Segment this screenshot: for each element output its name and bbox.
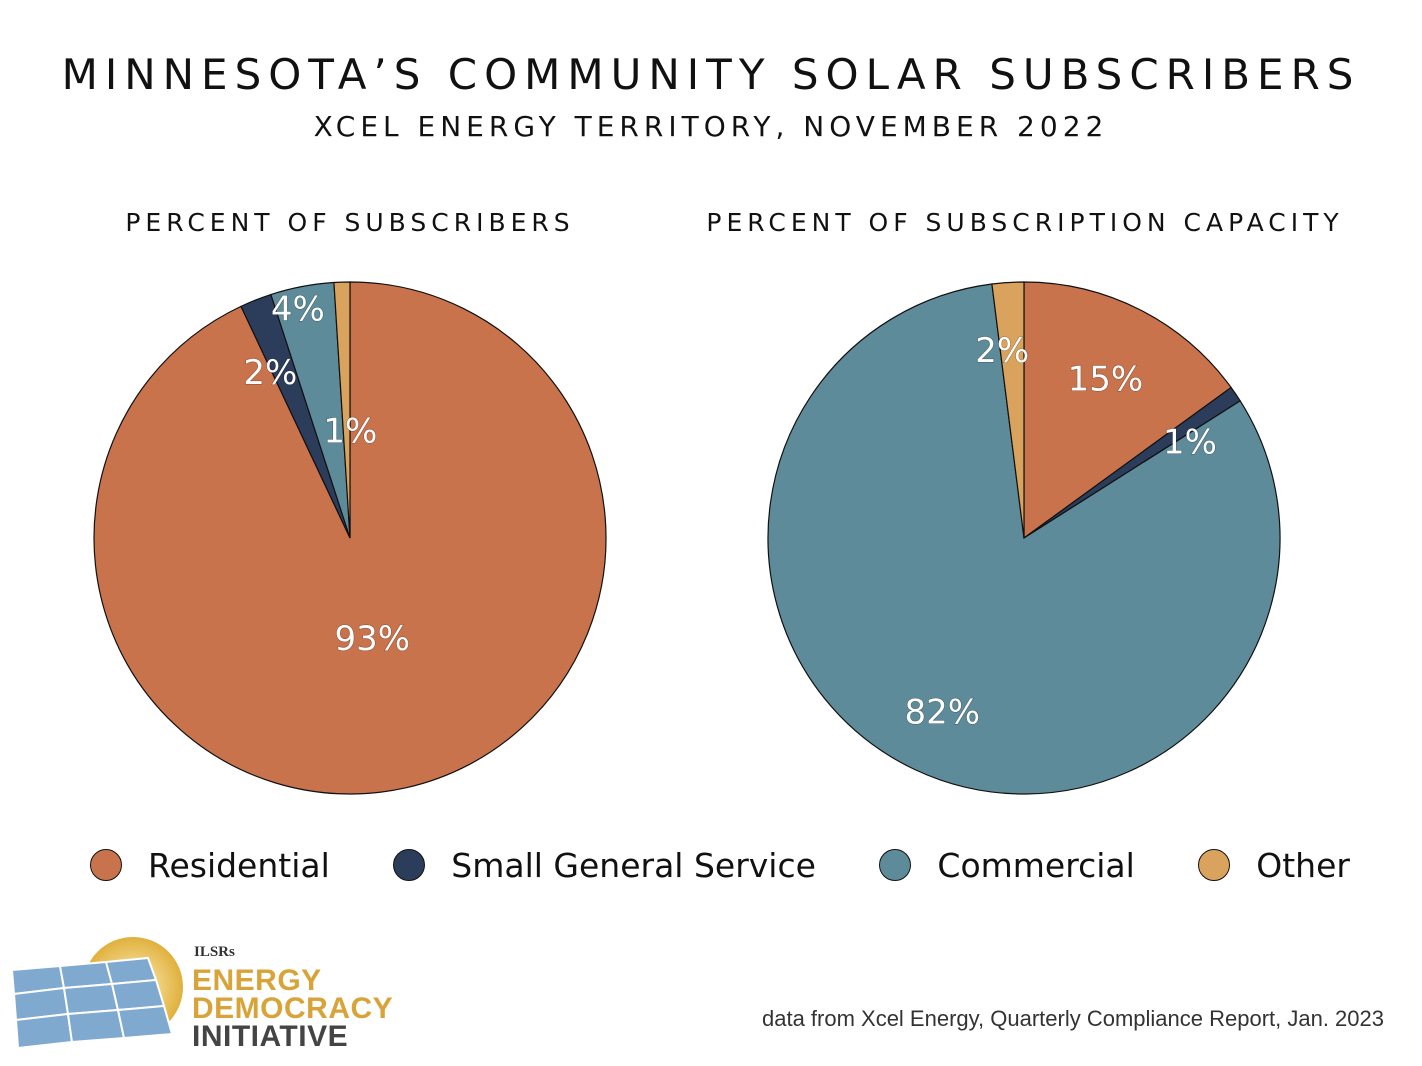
legend-item-small-general-service: Small General Service: [393, 846, 816, 885]
legend-swatch-small-general-service: [393, 849, 426, 881]
data-label-residential: 93%: [335, 619, 411, 659]
pie-slice-other: [333, 281, 351, 539]
data-label-small-general-service: 2%: [243, 353, 297, 393]
legend-swatch-commercial: [879, 849, 912, 881]
legend-label-small-general-service: Small General Service: [451, 845, 816, 885]
data-label-commercial: 4%: [271, 289, 325, 329]
chart-title: MINNESOTA’S COMMUNITY SOLAR SUBSCRIBERS: [61, 50, 1361, 99]
data-label-small-general-service: 1%: [1163, 422, 1217, 462]
legend-swatch-other: [1198, 849, 1231, 881]
legend-item-other: Other: [1198, 846, 1350, 885]
logo-ilsr-text: ILSRs: [194, 944, 235, 960]
right-pie-title: PERCENT OF SUBSCRIPTION CAPACITY: [706, 208, 1344, 237]
chart-subtitle: XCEL ENERGY TERRITORY, NOVEMBER 2022: [313, 110, 1109, 143]
logo-line-democracy: DEMOCRACY: [192, 992, 394, 1025]
legend-swatch-residential: [90, 849, 122, 881]
left-pie-title: PERCENT OF SUBSCRIBERS: [125, 208, 575, 237]
logo-line-energy: ENERGY: [192, 964, 322, 997]
legend-label-other: Other: [1256, 845, 1350, 885]
logo-line-initiative: INITIATIVE: [192, 1020, 349, 1053]
legend: Residential Small General Service Commer…: [90, 840, 1350, 890]
capacity-pie-chart: 15% 1% 82% 2%: [767, 281, 1281, 795]
source-note: data from Xcel Energy, Quarterly Complia…: [761, 1006, 1384, 1031]
data-label-commercial: 82%: [904, 693, 980, 733]
energy-democracy-initiative-logo: ILSRs ENERGY DEMOCRACY INITIATIVE: [8, 932, 428, 1062]
legend-label-residential: Residential: [148, 845, 330, 885]
data-label-other: 2%: [975, 331, 1029, 371]
pie-slice-commercial: [767, 283, 1281, 795]
data-label-residential: 15%: [1068, 359, 1144, 399]
solar-panel-sun-icon: [10, 937, 183, 1050]
pie-slice-other: [991, 281, 1025, 539]
subscribers-pie-chart: 93% 2% 4% 1%: [93, 281, 607, 795]
legend-label-commercial: Commercial: [937, 845, 1135, 885]
legend-item-commercial: Commercial: [879, 845, 1135, 885]
data-label-other: 1%: [323, 411, 377, 451]
legend-item-residential: Residential: [90, 846, 330, 885]
pie-slice-residential: [1023, 281, 1232, 540]
